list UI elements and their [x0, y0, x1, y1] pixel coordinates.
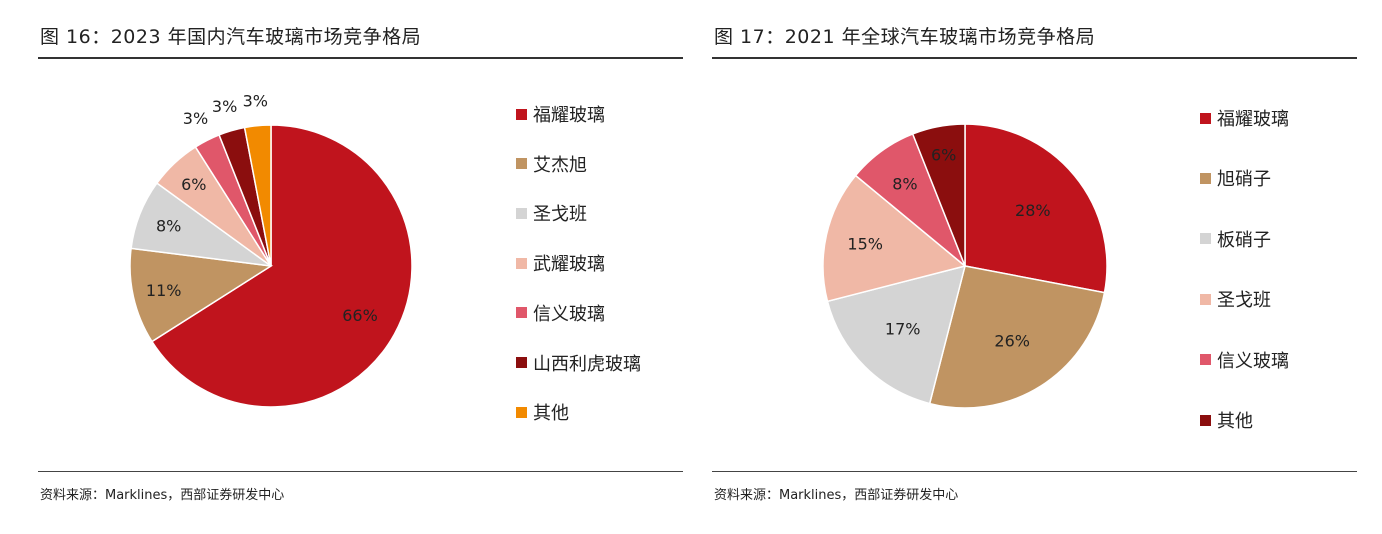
chart-title: 图 16：2023 年国内汽车玻璃市场竞争格局: [40, 26, 422, 48]
legend-swatch: [516, 207, 527, 219]
slice-value-label: 3%: [183, 109, 208, 128]
legend-item: 福耀玻璃: [1200, 108, 1289, 132]
legend-item: 其他: [516, 402, 569, 426]
pie-slice: [243, 124, 272, 267]
legend-swatch: [516, 257, 527, 269]
legend-swatch: [1200, 354, 1211, 366]
slice-value-label: 3%: [243, 91, 268, 110]
legend-label: 福耀玻璃: [533, 105, 605, 126]
slice-value-label: 6%: [181, 175, 206, 194]
legend-item: 艾杰旭: [516, 154, 587, 178]
title-rule: [712, 57, 1357, 59]
slice-value-label: 66%: [342, 306, 378, 325]
legend-swatch: [1200, 112, 1211, 124]
legend-swatch: [516, 406, 527, 418]
legend-swatch: [516, 307, 527, 319]
legend-label: 信义玻璃: [1217, 350, 1289, 372]
legend-label: 旭硝子: [1217, 169, 1271, 191]
pie-slice: [150, 124, 413, 408]
legend-item: 信义玻璃: [1200, 350, 1289, 374]
legend-item: 武耀玻璃: [516, 253, 605, 277]
legend-label: 圣戈班: [533, 204, 587, 226]
legend-item: 圣戈班: [1200, 289, 1271, 313]
source-note: 资料来源：Marklines，西部证券研发中心: [40, 488, 285, 503]
legend-item: 其他: [1200, 410, 1253, 434]
legend-label: 武耀玻璃: [533, 254, 605, 276]
legend-item: 福耀玻璃: [516, 104, 605, 128]
legend-label: 其他: [533, 403, 569, 425]
legend-swatch: [1200, 172, 1211, 184]
pie-chart-domestic: 66%11%8%6%3%3% 3%: [129, 91, 413, 408]
legend-label: 艾杰旭: [533, 154, 587, 176]
pie-slice: [826, 264, 967, 405]
pie-slice: [822, 174, 967, 303]
chart-panel-left: 图 16：2023 年国内汽车玻璃市场竞争格局 66% 11% 8% 6% 3% 3% 3%…: [38, 0, 683, 534]
source-rule: [712, 471, 1357, 472]
legend-swatch: [1200, 233, 1211, 245]
legend-label: 圣戈班: [1217, 290, 1271, 312]
legend-item: 板硝子: [1200, 229, 1271, 253]
legend-swatch: [1200, 293, 1211, 305]
slice-value-label: 15%: [847, 235, 883, 254]
legend-item: 圣戈班: [516, 203, 587, 227]
title-rule: [38, 57, 683, 59]
legend-label: 其他: [1217, 411, 1253, 432]
chart-title: 图 17：2021 年全球汽车玻璃市场竞争格局: [714, 26, 1096, 48]
slice-value-label: 11%: [146, 281, 182, 300]
legend-label: 板硝子: [1217, 229, 1271, 251]
legend-label: 信义玻璃: [533, 303, 605, 325]
pie-chart-global: 28% 26% 17% 15% 8% 6%: [822, 123, 1108, 409]
pie-slice: [911, 123, 966, 267]
slice-value-label: 3%: [212, 97, 237, 116]
legend-swatch: [516, 357, 527, 368]
slice-value-label: 17%: [885, 319, 921, 338]
source-rule: [38, 471, 683, 472]
chart-panel-right: 图 17：2021 年全球汽车玻璃市场竞争格局 28% 26% 17% 15% 8% 6%…: [712, 0, 1357, 534]
slice-value-label: 8%: [156, 217, 181, 236]
source-note: 资料来源：Marklines，西部证券研发中心: [714, 488, 959, 503]
pie-slice: [964, 123, 1108, 294]
slice-value-label: 28%: [1015, 201, 1051, 220]
slice-value-label: 8%: [892, 174, 917, 193]
legend-label: 山西利虎玻璃: [533, 353, 641, 375]
pie-slice: [129, 247, 274, 343]
legend-swatch: [516, 158, 527, 170]
legend-swatch: [1200, 414, 1211, 426]
pie-slice: [928, 265, 1106, 409]
legend-item: 旭硝子: [1200, 168, 1271, 192]
legend-swatch: [516, 108, 527, 120]
legend-item: 信义玻璃: [516, 303, 605, 327]
slice-value-label: 26%: [994, 331, 1030, 350]
legend-label: 福耀玻璃: [1217, 109, 1289, 130]
legend-item: 山西利虎玻璃: [516, 353, 641, 377]
slice-value-label: 6%: [931, 145, 956, 164]
